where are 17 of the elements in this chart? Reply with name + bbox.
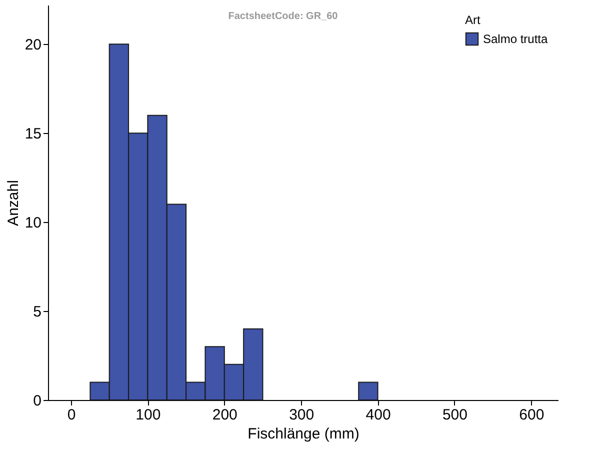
- y-tick-label: 15: [24, 126, 42, 143]
- y-tick-label: 5: [33, 304, 42, 321]
- x-axis-title: Fischlänge (mm): [248, 426, 360, 442]
- x-tick-label: 400: [366, 406, 391, 424]
- y-tick-label: 10: [24, 214, 42, 232]
- legend-title: Art: [465, 13, 481, 27]
- x-tick-label: 500: [442, 406, 468, 424]
- legend-label: Salmo trutta: [483, 32, 548, 46]
- x-tick-label: 100: [136, 406, 161, 424]
- y-tick-label: 20: [24, 36, 42, 54]
- x-tick-label: 300: [289, 406, 314, 424]
- annotation: FactsheetCode: GR_60: [228, 11, 338, 22]
- y-tick-label: 0: [33, 392, 42, 410]
- x-tick-label: 200: [212, 406, 238, 424]
- y-axis-title: Anzahl: [4, 180, 22, 226]
- x-tick-label: 600: [519, 406, 544, 424]
- x-tick-label: 0: [67, 406, 76, 424]
